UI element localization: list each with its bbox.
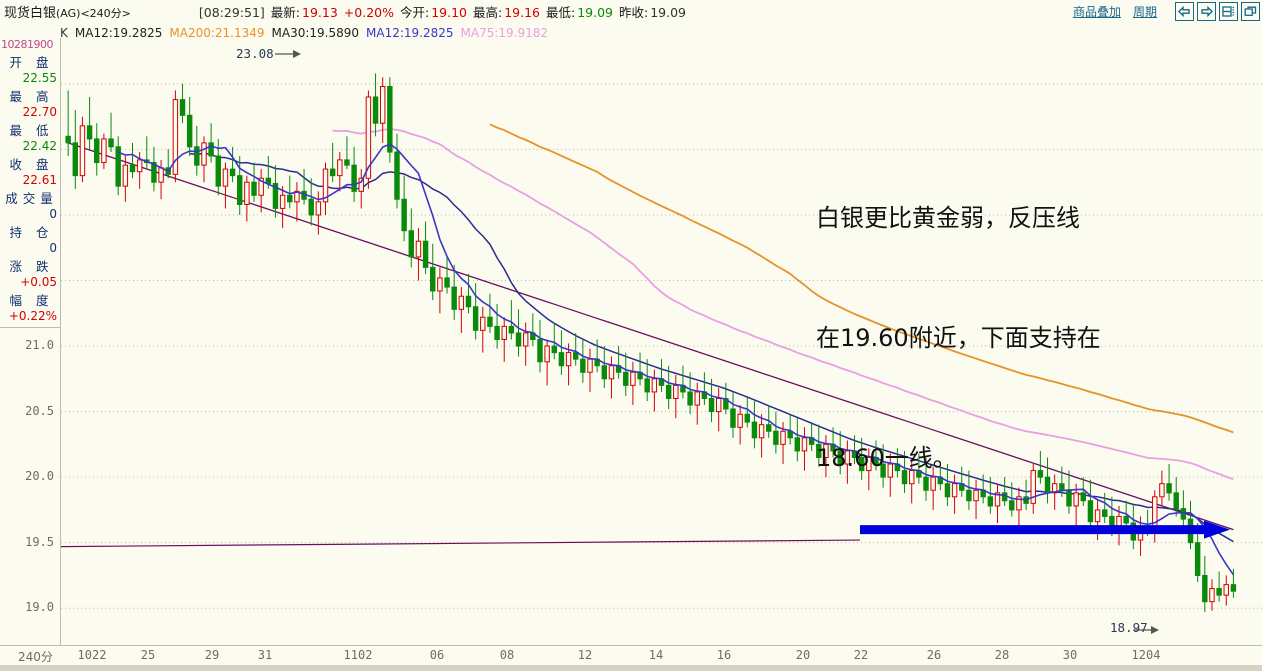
ma-legend-item-3: MA12:19.2825 — [366, 26, 454, 40]
prev-close-value: 19.09 — [650, 4, 686, 20]
info-row-low: 最 低 22.42 — [0, 120, 58, 153]
split-view-button[interactable] — [1219, 1, 1238, 21]
ma-legend-item-1: MA200:21.1349 — [169, 26, 265, 40]
annotation-line-2: 在19.60附近，下面支持在 — [816, 324, 1101, 352]
x-axis-tick-label: 29 — [204, 648, 220, 662]
x-axis-tick-label: 26 — [926, 648, 942, 662]
top-header-bar: 现货白银(AG)<240分> [08:29:51] 最新: 19.13 +0.20… — [0, 0, 1262, 22]
quote-readout: [08:29:51] 最新: 19.13 +0.20% 今开: 19.10 最高: 1… — [199, 2, 688, 21]
open-value: 19.10 — [431, 4, 467, 20]
info-row-openinterest: 持 仓 0 — [0, 222, 58, 255]
x-axis-tick-label: 31 — [257, 648, 273, 662]
quote-time: [08:29:51] — [198, 4, 265, 20]
change-pct: +0.20% — [343, 4, 394, 20]
annotation-line-1: 白银更比黄金弱，反压线 — [816, 204, 1080, 232]
header-toolbar: 商品叠加 周期 — [1073, 1, 1260, 21]
chart-canvas — [61, 50, 1262, 634]
info-label-open: 开 盘 — [9, 55, 54, 70]
info-row-close: 收 盘 22.61 — [0, 154, 58, 187]
x-axis-tick-label: 08 — [499, 648, 515, 662]
y-axis: 21.0 20.5 20.0 19.5 19.0 — [0, 38, 58, 641]
info-label-openinterest: 持 仓 — [9, 225, 54, 240]
info-label-volume: 成交量 — [5, 191, 58, 206]
info-value-open: 22.55 — [22, 71, 57, 85]
y-axis-tick-label: 19.0 — [25, 600, 54, 615]
high-callout-label: 23.08 — [236, 46, 274, 61]
restore-window-button[interactable] — [1241, 1, 1260, 21]
axis-divider — [60, 38, 61, 645]
restore-window-icon — [1244, 6, 1257, 16]
high-value: 19.16 — [504, 4, 540, 20]
y-axis-tick-label: 20.5 — [25, 403, 54, 418]
x-axis-tick-label: 12 — [577, 648, 593, 662]
info-label-low: 最 低 — [9, 123, 54, 138]
window-bottom-strip — [0, 665, 1262, 671]
info-row-change: 涨 跌 +0.05 — [0, 256, 58, 289]
quote-info-panel: 10281900 开 盘 22.55 最 高 22.70 最 低 22.42 收… — [0, 38, 61, 328]
info-value-close: 22.61 — [22, 173, 57, 187]
period-link[interactable]: 周期 — [1132, 4, 1157, 19]
x-axis-tick-label: 30 — [1062, 648, 1078, 662]
info-label-change: 涨 跌 — [9, 259, 54, 274]
annotation-line-3: 18.60一线。 — [816, 444, 957, 472]
x-axis-tick-label: 22 — [853, 648, 869, 662]
x-axis-tick-label: 06 — [429, 648, 445, 662]
k-label: K — [60, 26, 68, 40]
x-axis-tick-label: 1102 — [343, 648, 373, 662]
y-axis-tick-label: 21.0 — [25, 338, 54, 353]
x-axis-tick-label: 1022 — [77, 648, 107, 662]
prev-close-label: 昨收: — [618, 4, 649, 20]
toolbar-buttons — [1175, 1, 1260, 21]
info-label-high: 最 高 — [9, 89, 54, 104]
info-value-low: 22.42 — [22, 139, 57, 153]
ma-legend-item-4: MA75:19.9182 — [460, 26, 549, 40]
analyst-annotation: 白银更比黄金弱，反压线 在19.60附近，下面支持在 18.60一线。 — [816, 118, 1166, 558]
panel-scale-value: 10281900 — [1, 38, 54, 51]
low-value: 19.09 — [577, 4, 613, 20]
info-label-close: 收 盘 — [9, 157, 54, 172]
info-value-changepct: +0.22% — [8, 309, 57, 323]
low-callout-label: 18.97 — [1110, 620, 1148, 635]
overlay-link[interactable]: 商品叠加 — [1072, 4, 1121, 19]
x-axis-tick-label: 20 — [795, 648, 811, 662]
right-arrow-icon — [1201, 5, 1213, 17]
y-axis-tick-label: 19.5 — [25, 534, 54, 549]
last-value: 19.13 — [302, 4, 338, 20]
ma-legend-item-0: MA12:19.2825 — [74, 26, 163, 40]
x-axis-tick-label: 25 — [140, 648, 156, 662]
x-axis-tick-label: 1204 — [1131, 648, 1161, 662]
info-row-open: 开 盘 22.55 — [0, 52, 58, 85]
ma-legend-item-2: MA30:19.5890 — [271, 26, 360, 40]
period-label: 240分 — [18, 650, 53, 664]
info-value-openinterest: 0 — [49, 241, 57, 255]
low-label: 最低: — [545, 4, 576, 20]
info-label-changepct: 幅 度 — [9, 293, 54, 308]
symbol-name: 现货白银 — [4, 5, 57, 21]
info-row-changepct: 幅 度 +0.22% — [0, 290, 58, 323]
info-value-high: 22.70 — [22, 105, 57, 119]
x-axis-tick-label: 16 — [716, 648, 732, 662]
ma-legend-row: K MA12:19.2825 MA200:21.1349 MA30:19.5890 MA… — [60, 26, 555, 42]
x-axis-tick-label: 14 — [648, 648, 664, 662]
info-value-change: +0.05 — [20, 275, 57, 289]
y-axis-tick-label: 20.0 — [25, 469, 54, 484]
open-label: 今开: — [399, 4, 430, 20]
split-view-icon — [1222, 5, 1234, 17]
info-row-high: 最 高 22.70 — [0, 86, 58, 119]
high-label: 最高: — [472, 4, 503, 20]
symbol-code: (AG) — [56, 6, 81, 20]
info-row-volume: 成交量 0 — [0, 188, 58, 221]
left-arrow-icon — [1178, 5, 1190, 17]
symbol-title[interactable]: 现货白银(AG)<240分> — [0, 2, 131, 21]
last-label: 最新: — [270, 4, 301, 20]
symbol-period-tag: <240分> — [80, 6, 131, 20]
x-axis-tick-label: 28 — [994, 648, 1010, 662]
x-axis: 240分 1022 25 29 31 1102 06 08 12 14 16 20 22 26 28 30 1… — [0, 645, 1262, 666]
candlestick-plot[interactable] — [61, 38, 1262, 641]
prev-button[interactable] — [1175, 1, 1194, 21]
next-button[interactable] — [1197, 1, 1216, 21]
info-value-volume: 0 — [49, 207, 57, 221]
